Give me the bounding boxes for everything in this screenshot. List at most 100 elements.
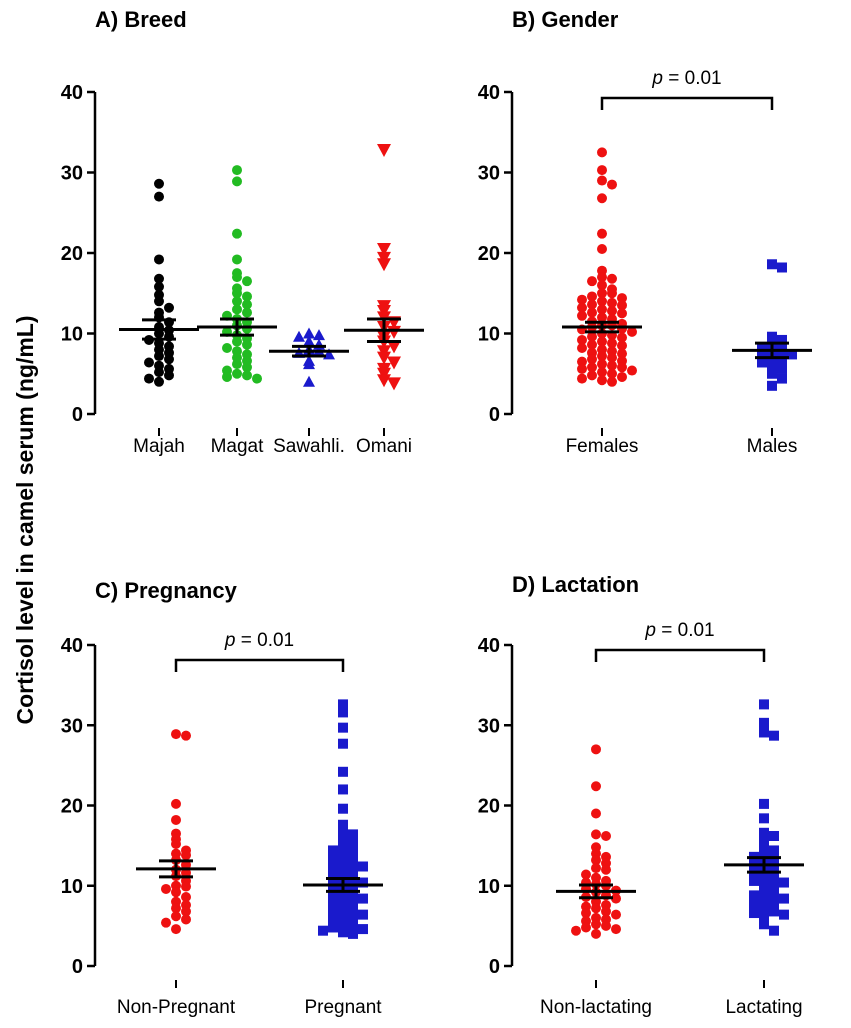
panel-b-p-value: p = 0.01 bbox=[651, 68, 721, 89]
data-point bbox=[318, 925, 328, 936]
data-point bbox=[242, 276, 252, 287]
data-point bbox=[171, 924, 181, 935]
data-point bbox=[348, 906, 358, 917]
data-point bbox=[597, 304, 607, 315]
data-point bbox=[607, 297, 617, 308]
data-point bbox=[171, 798, 181, 809]
data-point bbox=[181, 859, 191, 870]
data-point bbox=[767, 331, 777, 342]
data-point bbox=[154, 296, 164, 307]
data-point bbox=[154, 178, 164, 189]
data-point bbox=[577, 334, 587, 345]
data-point bbox=[759, 903, 769, 914]
data-point bbox=[757, 357, 767, 368]
data-point bbox=[171, 903, 181, 914]
data-point bbox=[597, 147, 607, 158]
panel-c-p-value: p = 0.01 bbox=[224, 630, 294, 651]
data-point bbox=[617, 293, 627, 304]
data-point bbox=[328, 891, 338, 902]
data-point bbox=[597, 272, 607, 283]
data-point bbox=[338, 832, 348, 843]
data-point bbox=[242, 362, 252, 373]
data-point bbox=[591, 863, 601, 874]
panel-a-y-tick-label: 20 bbox=[61, 243, 83, 265]
data-point bbox=[232, 272, 242, 283]
data-point bbox=[338, 766, 348, 777]
data-point bbox=[759, 699, 769, 710]
data-point bbox=[759, 827, 769, 838]
data-point bbox=[577, 342, 587, 353]
data-point bbox=[181, 906, 191, 917]
data-point bbox=[338, 927, 348, 938]
data-point bbox=[587, 307, 597, 318]
data-point bbox=[181, 881, 191, 892]
panel-d-category-label: Non-lactating bbox=[540, 997, 652, 1018]
data-point bbox=[242, 291, 252, 302]
data-point bbox=[597, 280, 607, 291]
data-point bbox=[328, 908, 338, 919]
data-point bbox=[591, 919, 601, 930]
panel-b-title: B) Gender bbox=[512, 7, 619, 32]
data-point bbox=[313, 329, 325, 341]
data-point bbox=[348, 858, 358, 869]
data-point bbox=[171, 729, 181, 740]
data-point bbox=[144, 373, 154, 384]
panel-d-y-tick-label: 20 bbox=[478, 796, 500, 818]
data-point bbox=[358, 861, 368, 872]
data-point bbox=[591, 744, 601, 755]
data-point bbox=[181, 867, 191, 878]
data-point bbox=[577, 310, 587, 321]
data-point bbox=[338, 707, 348, 718]
data-point bbox=[328, 869, 338, 880]
data-point bbox=[242, 370, 252, 381]
data-point bbox=[577, 356, 587, 367]
data-point bbox=[577, 363, 587, 374]
data-point bbox=[358, 924, 368, 935]
data-point bbox=[587, 362, 597, 373]
data-point bbox=[303, 358, 315, 370]
data-point bbox=[769, 874, 779, 885]
panel-b-gender: B) Gender 0 10 20 30 40 Females Males p = 0.01 bbox=[478, 7, 812, 457]
data-point bbox=[769, 730, 779, 741]
data-point bbox=[607, 179, 617, 190]
data-point bbox=[759, 880, 769, 891]
data-point bbox=[242, 307, 252, 318]
panel-a-category-label: Magat bbox=[211, 436, 265, 457]
data-point bbox=[338, 784, 348, 795]
panel-a-y-tick-label: 0 bbox=[72, 404, 83, 426]
data-point bbox=[303, 327, 315, 339]
data-point bbox=[597, 228, 607, 239]
data-point bbox=[242, 339, 252, 350]
data-point bbox=[232, 254, 242, 265]
data-point bbox=[769, 888, 779, 899]
data-point bbox=[759, 835, 769, 846]
panel-c-pregnancy: C) Pregnancy 0 10 20 30 40 Non-Pregnant Pregna… bbox=[61, 578, 383, 1018]
data-point bbox=[328, 901, 338, 912]
data-point bbox=[328, 875, 338, 886]
data-point bbox=[617, 340, 627, 351]
data-point bbox=[591, 808, 601, 819]
data-point bbox=[338, 855, 348, 866]
data-point bbox=[769, 830, 779, 841]
data-point bbox=[759, 912, 769, 923]
data-point bbox=[591, 903, 601, 914]
data-point bbox=[581, 922, 591, 933]
data-point bbox=[587, 299, 597, 310]
data-point bbox=[607, 288, 617, 299]
panel-d-y-tick-label: 40 bbox=[478, 635, 500, 657]
panel-d-significance-bracket bbox=[594, 648, 766, 662]
data-point bbox=[759, 813, 769, 824]
data-point bbox=[338, 903, 348, 914]
data-point bbox=[232, 359, 242, 370]
data-point bbox=[597, 351, 607, 362]
data-point bbox=[581, 908, 591, 919]
panel-b-y-tick-label: 20 bbox=[478, 243, 500, 265]
data-point bbox=[769, 898, 779, 909]
data-point bbox=[348, 900, 358, 911]
data-point bbox=[749, 890, 759, 901]
panel-b-y-tick-label: 0 bbox=[489, 404, 500, 426]
data-point bbox=[348, 920, 358, 931]
panel-d-p-value: p = 0.01 bbox=[644, 620, 714, 641]
data-point bbox=[779, 877, 789, 888]
